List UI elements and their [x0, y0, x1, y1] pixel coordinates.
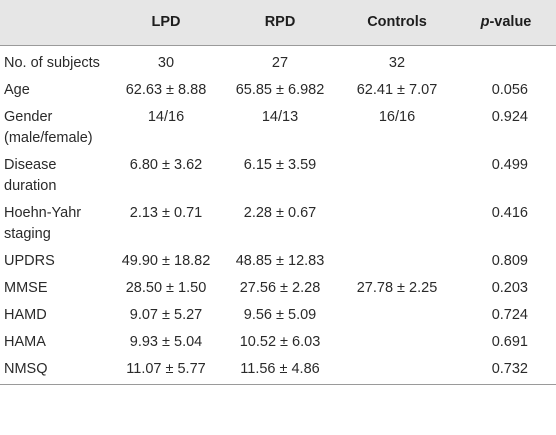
row-label: HAMD — [4, 307, 47, 323]
p-value-italic-p: p — [480, 14, 490, 30]
cell-controls: 27.78 ± 2.25 — [356, 280, 438, 296]
cell-controls — [338, 356, 456, 385]
cell-lpd: 2.13 ± 0.71 — [129, 205, 203, 221]
cell-rpd: 10.52 ± 6.03 — [239, 334, 321, 350]
row-label: MMSE — [4, 280, 48, 296]
cell-lpd: 14/16 — [147, 109, 185, 125]
cell-rpd: 11.56 ± 4.86 — [222, 356, 338, 385]
table-row: HAMD 9.07 ± 5.27 9.56 ± 5.09 0.724 — [0, 302, 556, 329]
cell-rpd: 6.15 ± 3.59 — [243, 157, 317, 173]
table-row: No. of subjects 30 27 32 — [0, 46, 556, 78]
cell-rpd: 65.85 ± 6.982 — [235, 82, 325, 98]
cell-controls — [338, 329, 456, 356]
table-row: Disease duration 6.80 ± 3.62 6.15 ± 3.59… — [0, 152, 556, 200]
header-row: LPD RPD Controls p-value — [0, 0, 556, 46]
cell-p-value: 0.056 — [491, 82, 528, 98]
row-label: Hoehn-Yahr staging — [4, 205, 82, 242]
table-row: HAMA 9.93 ± 5.04 10.52 ± 6.03 0.691 — [0, 329, 556, 356]
cell-controls: 32 — [388, 55, 406, 71]
cell-p-value: 0.924 — [491, 109, 528, 125]
cell-lpd: 9.93 ± 5.04 — [129, 334, 203, 350]
cell-controls — [338, 200, 456, 248]
cell-p-value: 0.724 — [491, 307, 528, 323]
row-label: Disease duration — [4, 157, 57, 194]
cell-controls: 62.41 ± 7.07 — [356, 82, 438, 98]
cell-lpd: 6.80 ± 3.62 — [129, 157, 203, 173]
cell-controls — [338, 152, 456, 200]
row-label: No. of subjects — [4, 55, 100, 71]
table-row: UPDRS 49.90 ± 18.82 48.85 ± 12.83 0.809 — [0, 248, 556, 275]
demographics-table: LPD RPD Controls p-value No. of subjects… — [0, 0, 556, 385]
cell-lpd: 62.63 ± 8.88 — [125, 82, 207, 98]
table-body: No. of subjects 30 27 32 Age 62.63 ± 8.8… — [0, 46, 556, 385]
cell-rpd: 48.85 ± 12.83 — [235, 253, 325, 269]
cell-lpd: 28.50 ± 1.50 — [125, 280, 207, 296]
table-row: Gender (male/female) 14/16 14/13 16/16 0… — [0, 104, 556, 152]
cell-rpd: 2.28 ± 0.67 — [243, 205, 317, 221]
header-cell-lpd: LPD — [110, 0, 222, 46]
table-row: Age 62.63 ± 8.88 65.85 ± 6.982 62.41 ± 7… — [0, 77, 556, 104]
cell-lpd: 9.07 ± 5.27 — [129, 307, 203, 323]
row-label: UPDRS — [4, 253, 55, 269]
cell-lpd: 49.90 ± 18.82 — [121, 253, 211, 269]
table-row: MMSE 28.50 ± 1.50 27.56 ± 2.28 27.78 ± 2… — [0, 275, 556, 302]
row-label: HAMA — [4, 334, 46, 350]
header-cell-controls: Controls — [338, 0, 456, 46]
cell-lpd: 11.07 ± 5.77 — [110, 356, 222, 385]
cell-p-value: 0.809 — [491, 253, 528, 269]
table-row: NMSQ 11.07 ± 5.77 11.56 ± 4.86 0.732 — [0, 356, 556, 385]
cell-lpd: 30 — [157, 55, 175, 71]
cell-p-value: 0.691 — [491, 334, 528, 350]
row-label: NMSQ — [0, 356, 110, 385]
cell-p-value: 0.203 — [491, 280, 528, 296]
cell-rpd: 27.56 ± 2.28 — [239, 280, 321, 296]
cell-controls — [338, 302, 456, 329]
cell-p-value: 0.416 — [491, 205, 528, 221]
cell-p-value — [456, 46, 556, 78]
p-value-suffix: -value — [489, 14, 532, 30]
cell-controls — [338, 248, 456, 275]
header-cell-p-value: p-value — [456, 0, 556, 46]
row-label: Gender (male/female) — [4, 109, 93, 146]
header-cell-rpd: RPD — [222, 0, 338, 46]
cell-rpd: 27 — [271, 55, 289, 71]
cell-controls: 16/16 — [378, 109, 416, 125]
table-header: LPD RPD Controls p-value — [0, 0, 556, 46]
cell-p-value: 0.499 — [491, 157, 528, 173]
table-row: Hoehn-Yahr staging 2.13 ± 0.71 2.28 ± 0.… — [0, 200, 556, 248]
cell-rpd: 14/13 — [261, 109, 299, 125]
row-label: Age — [4, 82, 30, 98]
cell-p-value: 0.732 — [456, 356, 556, 385]
cell-rpd: 9.56 ± 5.09 — [243, 307, 317, 323]
header-cell-label — [0, 0, 110, 46]
